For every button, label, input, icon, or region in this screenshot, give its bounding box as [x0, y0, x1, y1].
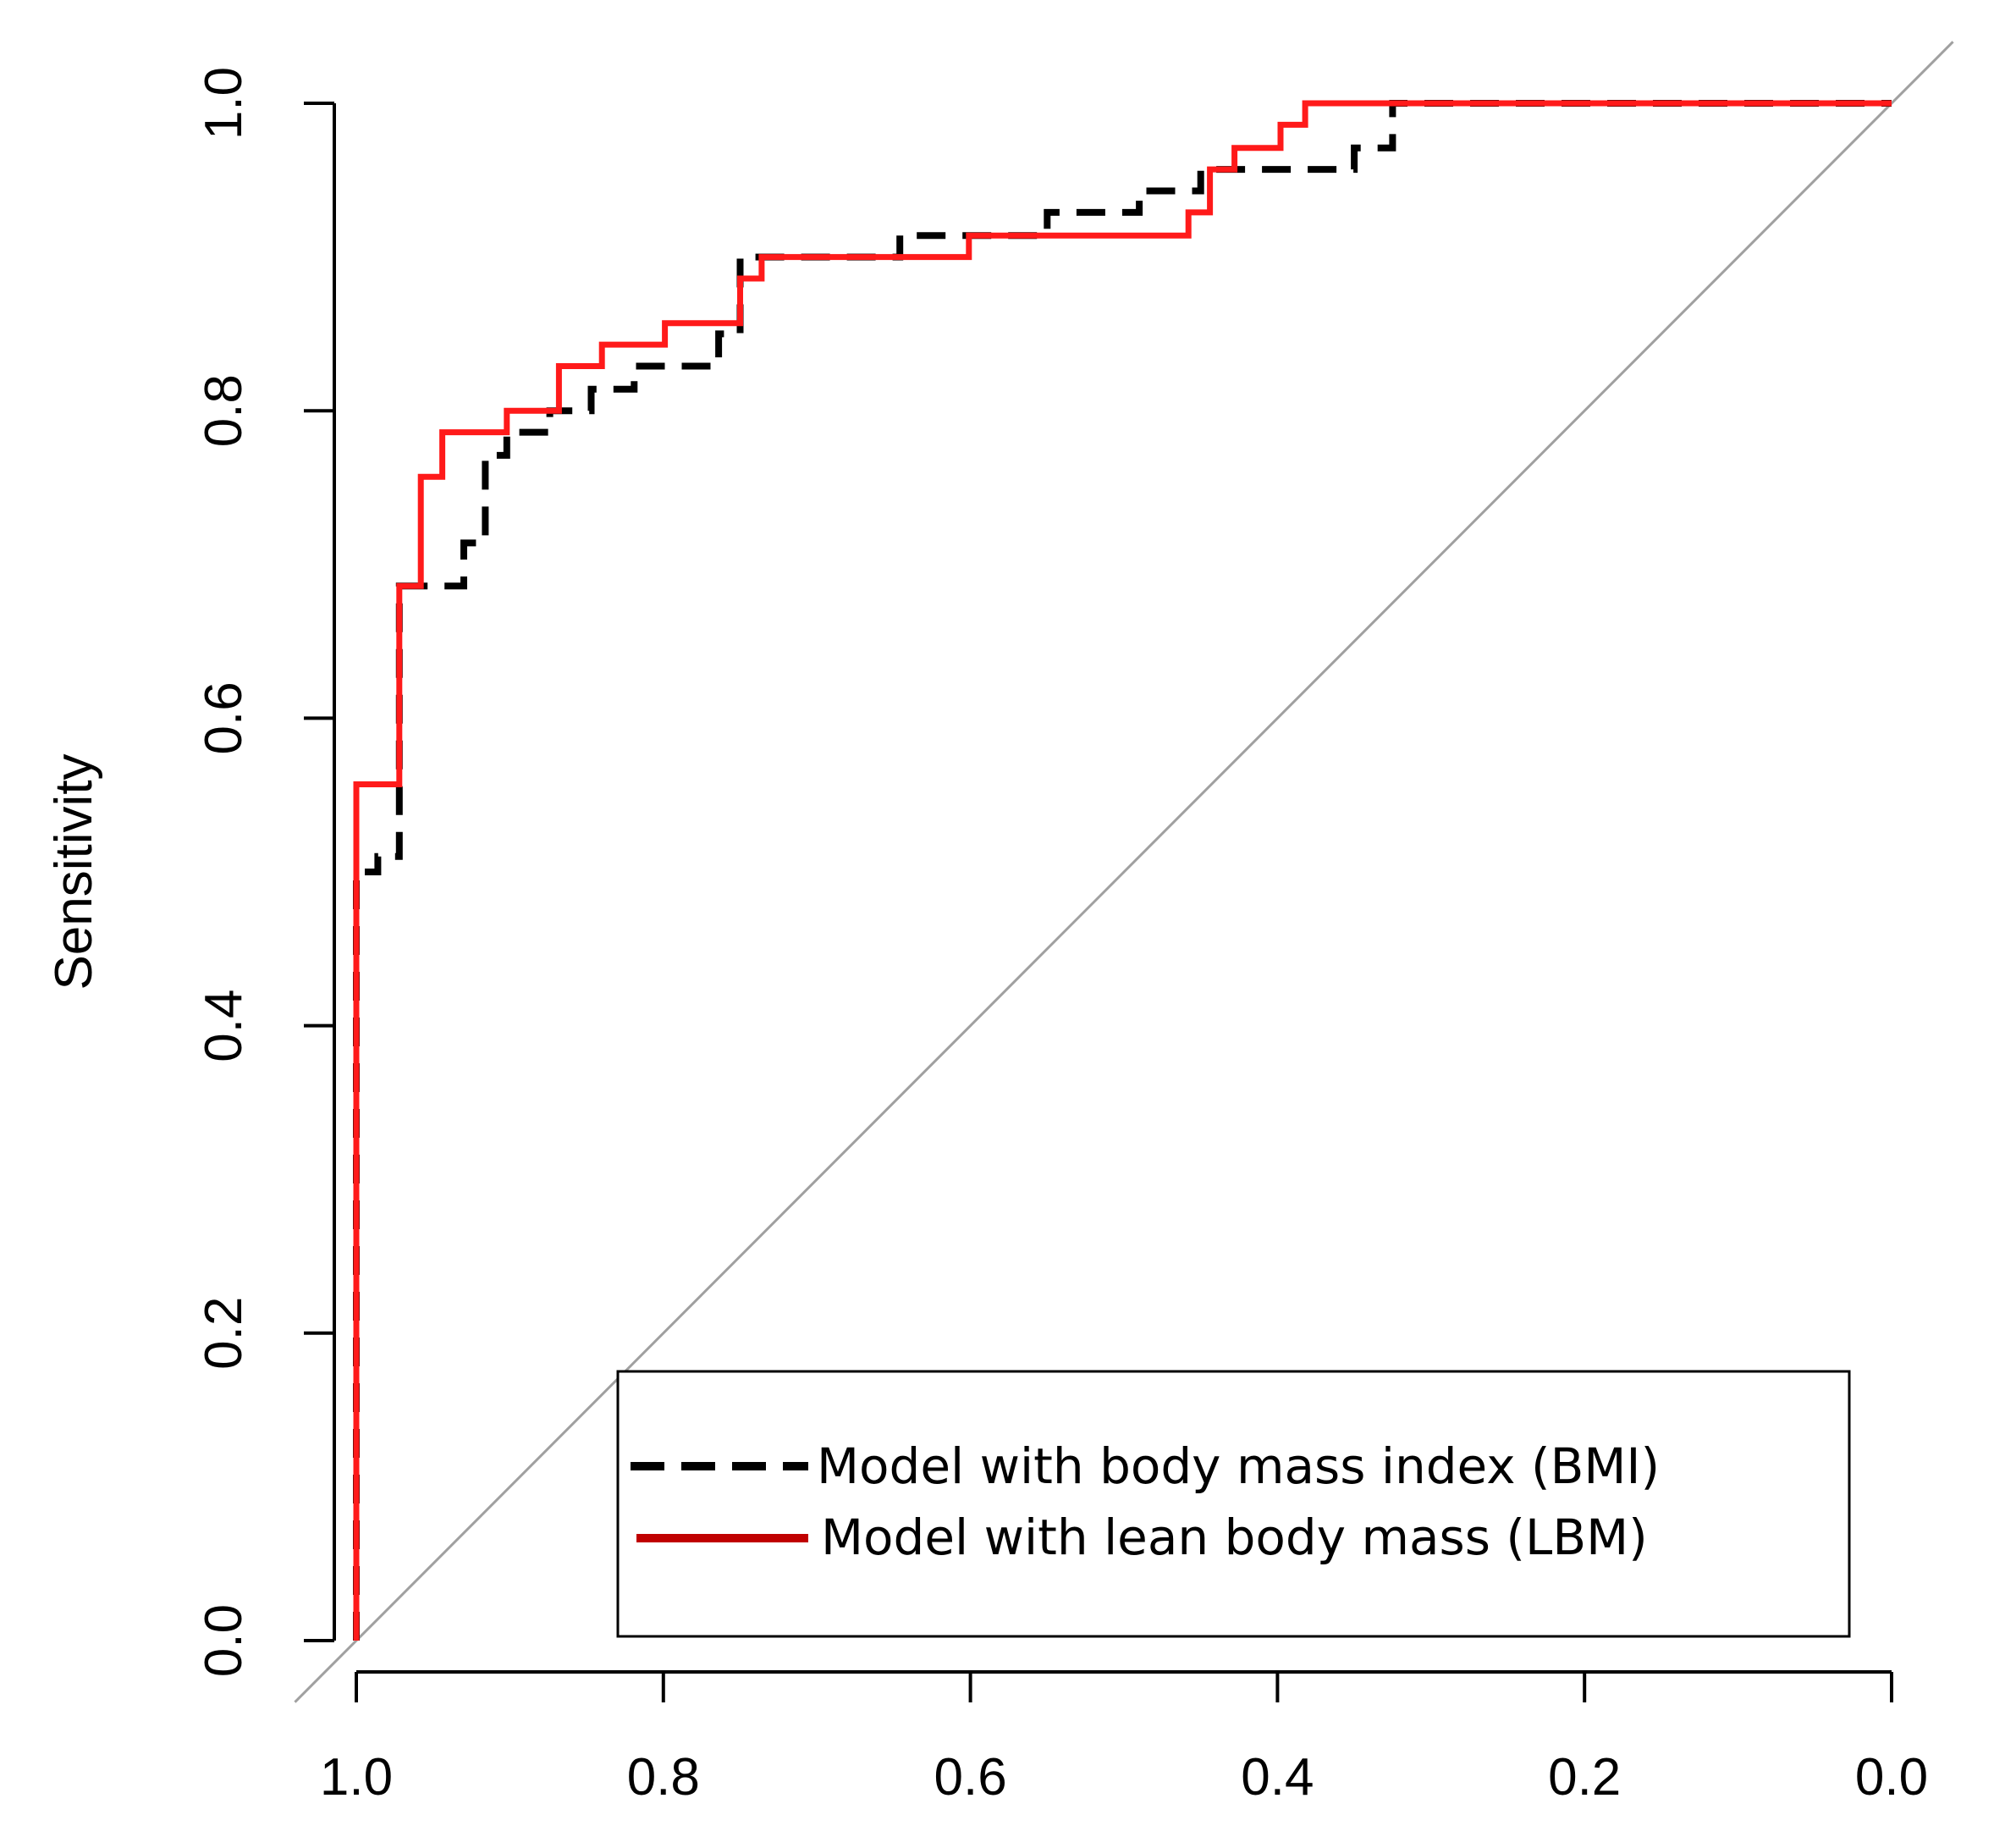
y-tick-label: 0.0: [195, 1604, 253, 1677]
legend: Model with body mass index (BMI) Model w…: [616, 1370, 1851, 1638]
y-tick-label: 0.2: [195, 1297, 253, 1370]
axes: 1.0 0.8 0.6 0.4 0.2 0.0 0.0 0.2 0.4 0.6 0.8 1.0: [195, 67, 1928, 1807]
reference-diagonal-layer: [294, 41, 1954, 1703]
x-tick-label: 0.6: [934, 1748, 1006, 1807]
x-tick-label: 0.0: [1855, 1748, 1928, 1807]
legend-box: [616, 1370, 1851, 1638]
legend-bmi-label: Model with body mass index (BMI): [817, 1437, 1660, 1495]
y-axis-title: Sensitivity: [45, 753, 103, 990]
x-tick-label: 0.8: [627, 1748, 700, 1807]
x-tick-label: 1.0: [320, 1748, 393, 1807]
lbm-roc-curve: [353, 100, 1892, 1641]
series-layer: [353, 100, 1892, 1641]
reference-diagonal-line: [294, 41, 1954, 1703]
legend-lbm-label: Model with lean body mass (LBM): [821, 1509, 1648, 1566]
y-tick-label: 1.0: [195, 67, 253, 140]
x-tick-label: 0.4: [1241, 1748, 1314, 1807]
x-tick-label: 0.2: [1548, 1748, 1621, 1807]
y-tick-label: 0.6: [195, 681, 253, 754]
y-tick-label: 0.8: [195, 374, 253, 447]
y-tick-label: 0.4: [195, 989, 253, 1062]
